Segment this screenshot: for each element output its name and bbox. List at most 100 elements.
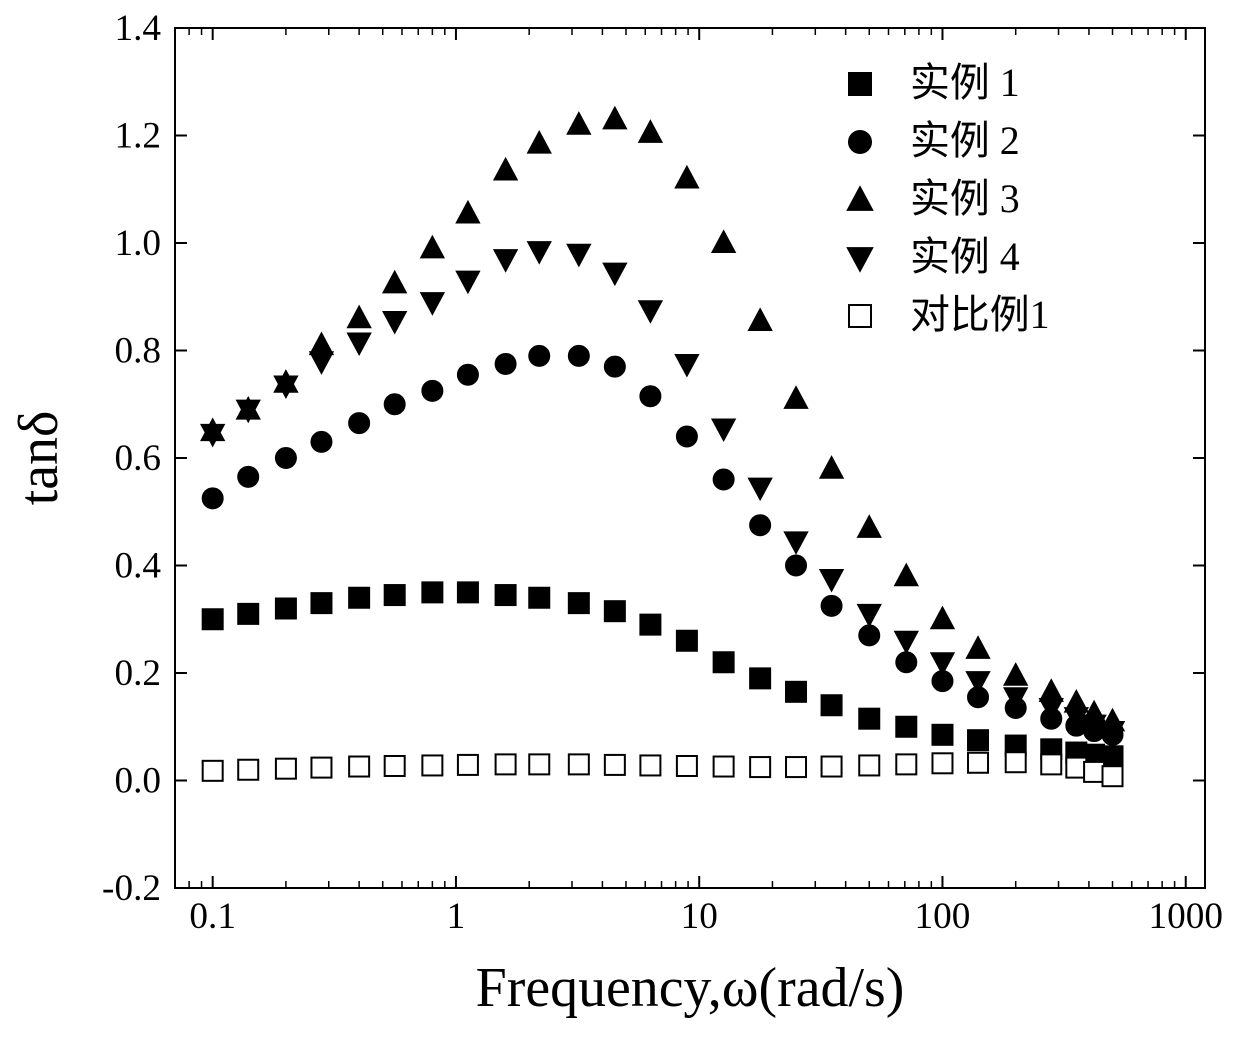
marker-square: [385, 756, 405, 776]
marker-square: [605, 755, 625, 775]
marker-triangle-down: [848, 248, 872, 271]
marker-square: [714, 652, 734, 672]
marker-triangle-up: [639, 121, 661, 142]
marker-square: [1103, 746, 1123, 766]
marker-triangle-down: [858, 605, 880, 626]
marker-triangle-down: [421, 293, 443, 314]
marker-triangle-up: [895, 565, 917, 586]
marker-square: [932, 753, 952, 773]
legend: 实例 1实例 2实例 3实例 4对比例1: [848, 60, 1050, 337]
legend-label: 实例 2: [910, 118, 1020, 163]
marker-circle: [203, 488, 223, 508]
marker-circle: [750, 515, 770, 535]
y-tick-label: 1.2: [114, 116, 161, 157]
marker-square: [896, 717, 916, 737]
marker-triangle-down: [639, 301, 661, 322]
marker-square: [422, 582, 442, 602]
series: [203, 752, 1123, 786]
marker-triangle-up: [967, 637, 989, 658]
marker-square: [1006, 752, 1026, 772]
y-tick-label: 1.0: [114, 223, 161, 264]
marker-triangle-up: [604, 108, 626, 129]
marker-triangle-up: [495, 159, 517, 180]
x-tick-label: 0.1: [189, 896, 236, 937]
marker-square: [786, 757, 806, 777]
marker-circle: [276, 448, 296, 468]
marker-triangle-down: [568, 245, 590, 266]
marker-circle: [822, 596, 842, 616]
marker-square: [1041, 754, 1061, 774]
y-tick-label: 0.2: [114, 653, 161, 694]
marker-circle: [238, 467, 258, 487]
marker-square: [422, 755, 442, 775]
chart-container: 0.11101001000-0.20.00.20.40.60.81.01.21.…: [0, 0, 1240, 1041]
marker-circle: [714, 470, 734, 490]
marker-circle: [349, 413, 369, 433]
marker-triangle-up: [568, 113, 590, 134]
legend-row: 对比例1: [849, 292, 1050, 337]
marker-triangle-up: [457, 202, 479, 223]
marker-triangle-up: [348, 307, 370, 328]
marker-square: [714, 757, 734, 777]
marker-square: [569, 754, 589, 774]
y-tick-label: 0.0: [114, 761, 161, 802]
marker-square: [496, 585, 516, 605]
legend-label: 对比例1: [910, 292, 1050, 337]
marker-square: [529, 754, 549, 774]
marker-triangle-up: [1040, 680, 1062, 701]
marker-square: [203, 761, 223, 781]
marker-circle: [640, 386, 660, 406]
marker-circle: [385, 394, 405, 414]
marker-square: [859, 755, 879, 775]
y-tick-label: 0.4: [114, 546, 161, 587]
marker-square: [1084, 762, 1104, 782]
marker-square: [677, 631, 697, 651]
marker-square: [849, 305, 871, 327]
marker-triangle-down: [604, 264, 626, 285]
marker-triangle-up: [310, 334, 332, 355]
marker-circle: [677, 427, 697, 447]
x-tick-label: 1: [447, 896, 466, 937]
marker-triangle-up: [421, 237, 443, 258]
marker-triangle-up: [848, 187, 872, 210]
marker-square: [569, 593, 589, 613]
marker-square: [1103, 766, 1123, 786]
marker-square: [276, 599, 296, 619]
marker-circle: [569, 346, 589, 366]
marker-triangle-down: [785, 532, 807, 553]
legend-row: 实例 3: [848, 176, 1020, 221]
marker-square: [849, 73, 871, 95]
marker-circle: [458, 365, 478, 385]
marker-square: [859, 709, 879, 729]
marker-triangle-down: [495, 250, 517, 271]
marker-square: [640, 755, 660, 775]
x-tick-label: 10: [681, 896, 718, 937]
legend-label: 实例 3: [910, 176, 1020, 221]
marker-triangle-up: [713, 232, 735, 253]
marker-square: [750, 757, 770, 777]
marker-square: [932, 725, 952, 745]
marker-circle: [896, 652, 916, 672]
scatter-chart: 0.11101001000-0.20.00.20.40.60.81.01.21.…: [0, 0, 1240, 1041]
marker-triangle-down: [348, 333, 370, 354]
legend-row: 实例 1: [849, 60, 1020, 105]
marker-square: [458, 582, 478, 602]
marker-square: [822, 695, 842, 715]
marker-triangle-up: [384, 272, 406, 293]
marker-circle: [311, 432, 331, 452]
marker-square: [822, 757, 842, 777]
marker-circle: [496, 354, 516, 374]
marker-circle: [529, 346, 549, 366]
x-tick-label: 1000: [1149, 896, 1223, 937]
legend-label: 实例 1: [910, 60, 1020, 105]
marker-square: [605, 601, 625, 621]
marker-square: [238, 760, 258, 780]
marker-square: [385, 585, 405, 605]
marker-square: [496, 754, 516, 774]
marker-square: [349, 757, 369, 777]
marker-triangle-down: [895, 632, 917, 653]
marker-triangle-down: [528, 242, 550, 263]
x-tick-label: 100: [915, 896, 971, 937]
y-tick-label: -0.2: [102, 868, 161, 909]
marker-square: [786, 682, 806, 702]
